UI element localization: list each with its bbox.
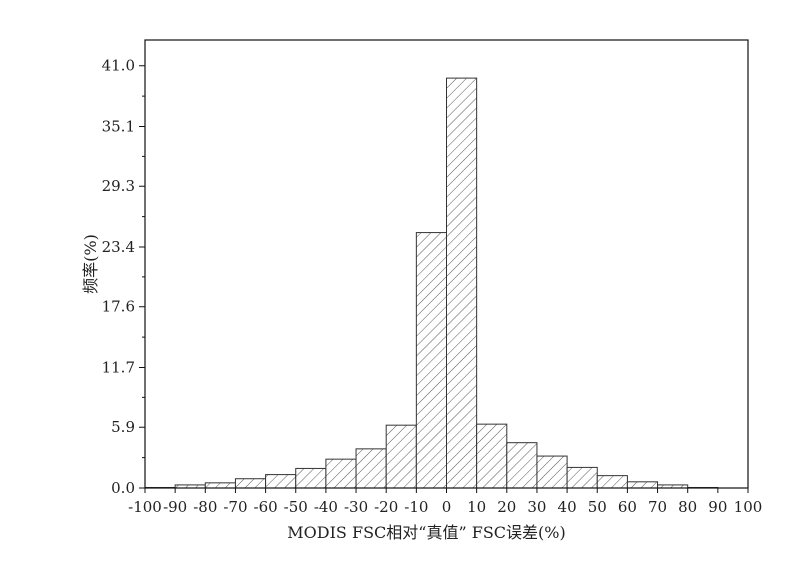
bar	[295, 467, 327, 489]
x-tick-label: -60	[254, 498, 278, 516]
bar	[506, 442, 538, 489]
bar	[626, 481, 659, 489]
y-tick-label: 5.9	[111, 418, 135, 436]
x-tick-label: 50	[588, 498, 607, 516]
bar	[415, 232, 448, 489]
bar	[204, 482, 236, 489]
x-tick-label: -10	[404, 498, 428, 516]
x-axis: -100 -90 -80 -70 -60 -50 -40 -30 -20 -10 0 10 20 30 40…	[128, 488, 762, 516]
y-tick-label: 41.0	[102, 57, 135, 75]
x-tick-label: 0	[442, 498, 452, 516]
bar	[476, 423, 508, 489]
x-tick-label: 70	[648, 498, 667, 516]
bars-group	[144, 77, 719, 489]
bar	[325, 458, 357, 489]
x-tick-label: -40	[314, 498, 338, 516]
x-tick-label: -100	[128, 498, 162, 516]
x-tick-label: 40	[558, 498, 577, 516]
bar	[536, 455, 568, 489]
bar	[446, 77, 478, 489]
y-tick-label: 11.7	[102, 359, 135, 377]
y-axis: 0.0 5.9 11.7 17.6 23.4 29.3 35.1 41.0	[102, 57, 145, 497]
x-tick-label: -80	[193, 498, 217, 516]
x-tick-label: 90	[708, 498, 727, 516]
y-tick-label: 35.1	[102, 118, 135, 136]
x-tick-label: -70	[223, 498, 247, 516]
x-tick-label: -30	[344, 498, 368, 516]
bar	[355, 448, 387, 489]
y-axis-title: 频率(%)	[81, 234, 100, 294]
x-tick-label: 10	[467, 498, 486, 516]
x-tick-label: -90	[163, 498, 187, 516]
x-tick-label: 30	[527, 498, 546, 516]
x-tick-label: 60	[618, 498, 637, 516]
x-axis-title: MODIS FSC相对“真值” FSC误差(%)	[287, 523, 565, 542]
bar	[234, 478, 267, 489]
y-tick-label: 17.6	[102, 298, 135, 316]
x-tick-label: -50	[284, 498, 308, 516]
bar	[566, 466, 598, 489]
bar	[596, 475, 628, 489]
x-tick-label: -20	[374, 498, 398, 516]
bar	[385, 424, 417, 489]
bar	[265, 474, 297, 489]
y-tick-label: 23.4	[102, 238, 135, 256]
y-tick-label: 29.3	[102, 177, 135, 195]
x-tick-label: 20	[497, 498, 516, 516]
x-tick-label: 80	[678, 498, 697, 516]
x-tick-label: 100	[734, 498, 763, 516]
y-tick-label: 0.0	[111, 479, 135, 497]
